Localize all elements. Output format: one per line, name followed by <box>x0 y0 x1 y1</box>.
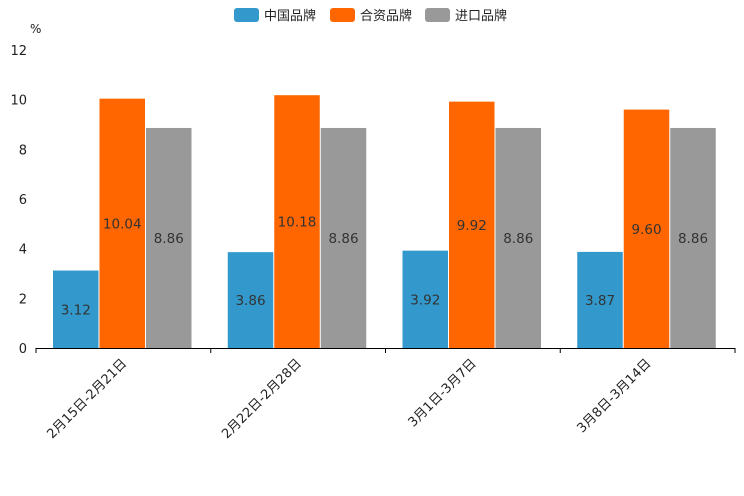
y-tick-label: 0 <box>19 342 27 357</box>
bar <box>623 109 670 348</box>
y-tick-label: 4 <box>19 243 27 258</box>
y-tick-label: 2 <box>19 292 27 307</box>
x-tick-label: 3月8日-3月14日 <box>575 356 655 436</box>
bar <box>99 98 145 348</box>
legend-swatch <box>330 8 355 22</box>
bar-value-label: 3.87 <box>585 293 615 309</box>
y-tick-label: 10 <box>10 94 27 109</box>
y-axis: 0 2 4 6 8 10 12 <box>10 44 27 357</box>
legend-label: 中国品牌 <box>264 8 316 24</box>
legend-swatch <box>234 8 259 22</box>
bars: 3.12 10.04 8.86 3.86 10.18 8.86 3.92 9.92 8.86 3.… <box>53 95 716 349</box>
legend-item: 中国品牌 <box>234 8 316 24</box>
x-axis: 2月15日-2月21日 2月22日-2月28日 3月1日-3月7日 3月8日-3月14… <box>35 348 736 442</box>
bar-value-label: 10.04 <box>103 216 142 232</box>
bar <box>495 127 541 348</box>
bar <box>577 251 623 348</box>
y-axis-unit-label: % <box>30 22 41 36</box>
bar-value-label: 8.86 <box>678 231 708 247</box>
bar <box>146 127 192 348</box>
bar <box>670 127 716 348</box>
bar <box>53 270 99 348</box>
legend-item: 进口品牌 <box>425 8 507 24</box>
legend-swatch <box>425 8 450 22</box>
bar <box>402 250 448 348</box>
bar-value-label: 9.92 <box>457 218 487 234</box>
bar <box>320 127 367 348</box>
bar <box>274 95 320 349</box>
bar-value-label: 3.86 <box>235 293 265 309</box>
y-tick-label: 8 <box>19 143 27 158</box>
y-tick-label: 12 <box>10 44 27 59</box>
y-tick-label: 6 <box>19 193 27 208</box>
bar-value-label: 8.86 <box>328 231 358 247</box>
x-tick-label: 3月1日-3月7日 <box>406 356 480 430</box>
bar-value-label: 10.18 <box>278 215 317 231</box>
bar-value-label: 8.86 <box>503 231 533 247</box>
x-tick-label: 2月15日-2月21日 <box>44 356 130 442</box>
bar-value-label: 3.92 <box>410 292 440 308</box>
bar-value-label: 9.60 <box>631 222 661 238</box>
legend-item: 合资品牌 <box>330 8 412 24</box>
bar-value-label: 3.12 <box>61 302 91 318</box>
x-tick-label: 2月22日-2月28日 <box>219 356 305 442</box>
legend: 中国品牌 合资品牌 进口品牌 <box>234 8 507 24</box>
bar <box>449 101 495 348</box>
bar-value-label: 8.86 <box>154 231 184 247</box>
legend-label: 合资品牌 <box>360 8 412 24</box>
bar <box>227 252 274 348</box>
legend-label: 进口品牌 <box>455 8 507 24</box>
